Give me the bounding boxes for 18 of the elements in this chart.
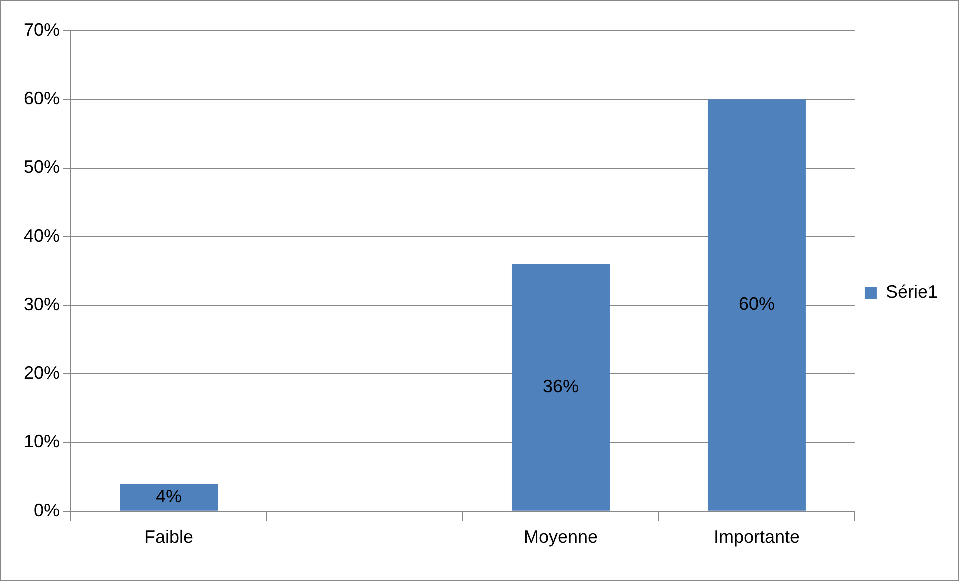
text: 60% xyxy=(738,294,775,314)
text: 36% xyxy=(542,376,580,397)
y-tick-label: 20% xyxy=(24,363,60,384)
x-tick-label: Faible xyxy=(144,527,194,548)
x-tick-label: Moyenne xyxy=(524,527,598,548)
bar xyxy=(708,100,806,511)
y-tick-label: 10% xyxy=(24,432,60,452)
legend-label: Série1 xyxy=(886,282,938,302)
bar xyxy=(120,484,218,511)
y-tick-label: 0% xyxy=(34,500,60,520)
x-tick-label: Importante xyxy=(714,527,800,548)
y-tick-label: 70% xyxy=(24,20,60,40)
y-tick-label: 40% xyxy=(24,226,60,246)
bar xyxy=(512,264,610,511)
y-tick-label: 50% xyxy=(24,157,60,178)
y-tick-label: 30% xyxy=(24,294,60,314)
text: 4% xyxy=(156,486,182,506)
y-tick-label: 60% xyxy=(24,88,60,109)
